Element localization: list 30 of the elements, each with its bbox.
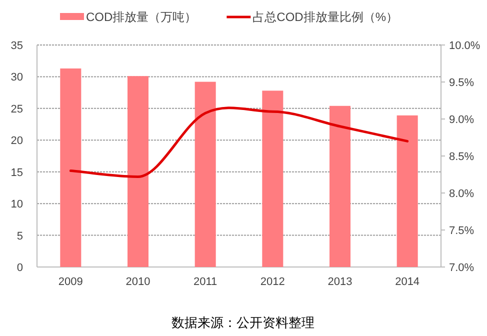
y2-tick-label: 9.0% (449, 114, 474, 126)
x-tick-label: 2013 (328, 276, 352, 288)
x-tick-label: 2011 (194, 276, 218, 288)
y2-tick-label: 8.5% (449, 151, 474, 163)
y-tick-label: 30 (10, 72, 23, 84)
x-tick-label: 2010 (126, 276, 150, 288)
bar (330, 106, 350, 267)
legend-label: COD排放量（万吨） (86, 10, 197, 24)
y2-tick-label: 7.5% (449, 225, 474, 237)
y-tick-label: 5 (16, 230, 23, 242)
y-tick-label: 25 (10, 103, 23, 116)
bar (396, 115, 418, 267)
x-tick-label: 2009 (58, 276, 83, 288)
bar (60, 68, 82, 267)
y-tick-label: 20 (10, 135, 23, 148)
y2-tick-label: 9.5% (449, 77, 474, 89)
y2-tick-label: 10.0% (449, 40, 480, 52)
y-tick-label: 0 (16, 262, 23, 274)
bar (262, 90, 284, 267)
x-tick-label: 2014 (395, 276, 420, 288)
y-tick-label: 35 (10, 40, 23, 52)
source-note: 数据来源：公开资料整理 (172, 315, 314, 330)
y-tick-label: 15 (10, 166, 23, 179)
y2-tick-label: 7.0% (449, 262, 474, 274)
x-tick-label: 2012 (260, 276, 285, 288)
legend-label: 占总COD排放量比例（%） (252, 10, 398, 24)
bar (128, 76, 148, 267)
y2-tick-label: 8.0% (449, 188, 474, 200)
bar (194, 82, 216, 267)
y-tick-label: 10 (10, 198, 23, 211)
